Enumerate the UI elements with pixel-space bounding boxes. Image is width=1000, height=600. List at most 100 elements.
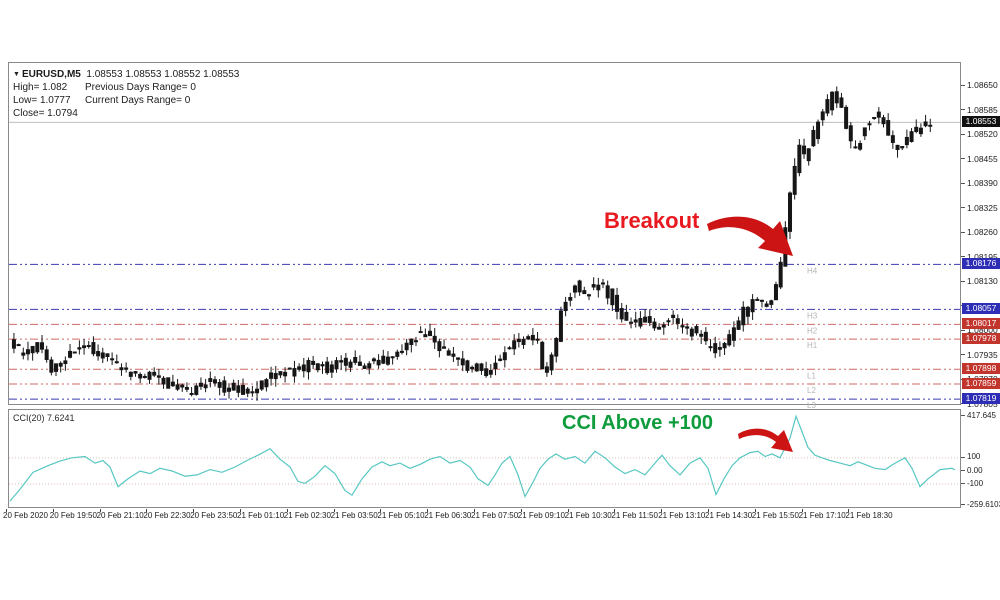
price-tick-mark xyxy=(961,207,965,209)
time-tick-label: 20 Feb 22:30 xyxy=(143,511,191,520)
breakout-arrow-icon[interactable] xyxy=(705,210,797,264)
cci-annotation-label[interactable]: CCI Above +100 xyxy=(562,412,713,434)
level-label-H3: H3 xyxy=(807,311,818,320)
candlestick-chart: H4 H3 H2 H1 L1 L2 L3 xyxy=(9,86,960,410)
price-tick-label: 1.07935 xyxy=(967,349,998,360)
price-tick-label: 1.08130 xyxy=(967,276,998,287)
price-tick-mark xyxy=(961,133,965,135)
price-tick-mark xyxy=(961,84,965,86)
time-tick-label: 21 Feb 02:30 xyxy=(283,511,331,520)
level-label-L1: L1 xyxy=(807,371,816,380)
time-tick-mark xyxy=(614,509,616,512)
price-tick-mark xyxy=(961,403,965,405)
time-tick-label: 21 Feb 09:10 xyxy=(517,511,565,520)
price-tick-mark xyxy=(961,280,965,282)
price-tick-mark xyxy=(961,354,965,356)
price-tick-label: 1.08455 xyxy=(967,153,998,164)
cci-tick-label: 0.00 xyxy=(967,465,983,475)
high-value: High= 1.082 xyxy=(13,82,68,93)
level-badge-L1: 1.07898 xyxy=(962,362,1000,374)
level-label-H2: H2 xyxy=(807,326,818,335)
price-tick-mark xyxy=(961,329,965,331)
level-label-H4: H4 xyxy=(807,266,818,275)
cci-tick-label: -100 xyxy=(967,478,984,488)
price-tick-label: 1.08195 xyxy=(967,251,998,262)
time-tick-mark xyxy=(52,509,54,512)
time-tick-label: 21 Feb 10:30 xyxy=(564,511,612,520)
cci-tick-mark xyxy=(961,483,965,485)
level-badge-H1: 1.07978 xyxy=(962,332,1000,344)
price-tick-mark xyxy=(961,231,965,233)
time-tick-mark xyxy=(661,509,663,512)
price-tick-label: 1.08650 xyxy=(967,80,998,91)
time-tick-mark xyxy=(380,509,382,512)
candlestick-series xyxy=(11,86,933,401)
price-tick-mark xyxy=(961,158,965,160)
symbol-title: EURUSD,M5 xyxy=(21,69,81,80)
main-chart-panel[interactable]: H4 H3 H2 H1 L1 L2 L3 ▼ EURUSD,M5 1.08553 1.0855… xyxy=(8,62,961,410)
close-value: Close= 1.0794 xyxy=(13,108,78,119)
cci-chart xyxy=(9,414,960,502)
cci-tick-mark xyxy=(961,456,965,458)
level-badge-L3: 1.07819 xyxy=(962,392,1000,404)
cci-tick-mark xyxy=(961,415,965,417)
time-tick-mark xyxy=(567,509,569,512)
time-tick-label: 21 Feb 01:10 xyxy=(237,511,285,520)
time-tick-mark xyxy=(333,509,335,512)
time-tick-mark xyxy=(6,509,7,512)
time-tick-label: 20 Feb 23:50 xyxy=(190,511,238,520)
time-tick-label: 21 Feb 07:50 xyxy=(471,511,519,520)
price-tick-mark xyxy=(961,256,965,258)
price-tick-label: 1.08520 xyxy=(967,129,998,140)
time-tick-mark xyxy=(286,509,288,512)
time-tick-mark xyxy=(193,509,195,512)
price-tick-label: 1.08325 xyxy=(967,202,998,213)
time-tick-label: 21 Feb 06:30 xyxy=(424,511,472,520)
breakout-annotation-label[interactable]: Breakout xyxy=(604,208,700,233)
time-tick-label: 21 Feb 03:50 xyxy=(330,511,378,520)
time-tick-label: 21 Feb 11:50 xyxy=(611,511,658,520)
cci-tick-mark xyxy=(961,470,965,471)
cci-line xyxy=(9,414,956,502)
level-label-L2: L2 xyxy=(807,386,816,395)
time-tick-mark xyxy=(754,509,756,512)
time-tick-mark xyxy=(146,509,148,512)
time-tick-label: 21 Feb 15:50 xyxy=(751,511,799,520)
price-tick-mark xyxy=(961,182,965,184)
ohlc-toggle-icon[interactable]: ▼ xyxy=(13,71,20,78)
level-badge-H4: 1.08176 xyxy=(962,257,1000,269)
time-tick-label: 21 Feb 13:10 xyxy=(658,511,706,520)
cci-tick-label: 417.645 xyxy=(967,410,996,420)
time-tick-mark xyxy=(240,509,241,512)
low-value: Low= 1.0777 xyxy=(13,95,71,106)
price-tick-label: 1.08390 xyxy=(967,178,998,189)
prev-days-range: Previous Days Range= 0 xyxy=(85,82,196,93)
current-price-badge: 1.08553 xyxy=(962,115,1000,127)
chart-info-block: ▼ EURUSD,M5 1.08553 1.08553 1.08552 1.085… xyxy=(13,68,239,120)
cci-panel[interactable]: CCI(20) 7.6241 xyxy=(8,409,961,508)
cci-indicator-header: CCI(20) 7.6241 xyxy=(13,413,75,423)
time-tick-mark xyxy=(708,509,709,512)
time-tick-label: 21 Feb 18:30 xyxy=(845,511,893,520)
time-tick-label: 21 Feb 05:10 xyxy=(377,511,425,520)
cur-days-range: Current Days Range= 0 xyxy=(85,95,191,106)
time-tick-mark xyxy=(848,509,850,512)
cci-tick-mark xyxy=(961,504,965,505)
price-tick-label: 1.08000 xyxy=(967,325,998,336)
cci-tick-label: -259.6103 xyxy=(967,499,1000,509)
level-label-L3: L3 xyxy=(807,401,816,410)
price-tick-label: 1.08260 xyxy=(967,227,998,238)
time-tick-mark xyxy=(427,509,429,512)
price-tick-mark xyxy=(961,109,965,111)
time-tick-label: 20 Feb 2020 xyxy=(3,511,48,520)
cci-arrow-icon[interactable] xyxy=(736,424,796,460)
time-tick-label: 21 Feb 17:10 xyxy=(798,511,846,520)
cci-tick-label: 100 xyxy=(967,452,981,462)
time-tick-mark xyxy=(520,509,522,512)
time-tick-mark xyxy=(801,509,803,512)
level-badge-L2: 1.07859 xyxy=(962,377,1000,389)
ohlc-values: 1.08553 1.08553 1.08552 1.08553 xyxy=(86,69,240,80)
time-tick-mark xyxy=(99,509,101,512)
time-tick-label: 21 Feb 14:30 xyxy=(705,511,753,520)
